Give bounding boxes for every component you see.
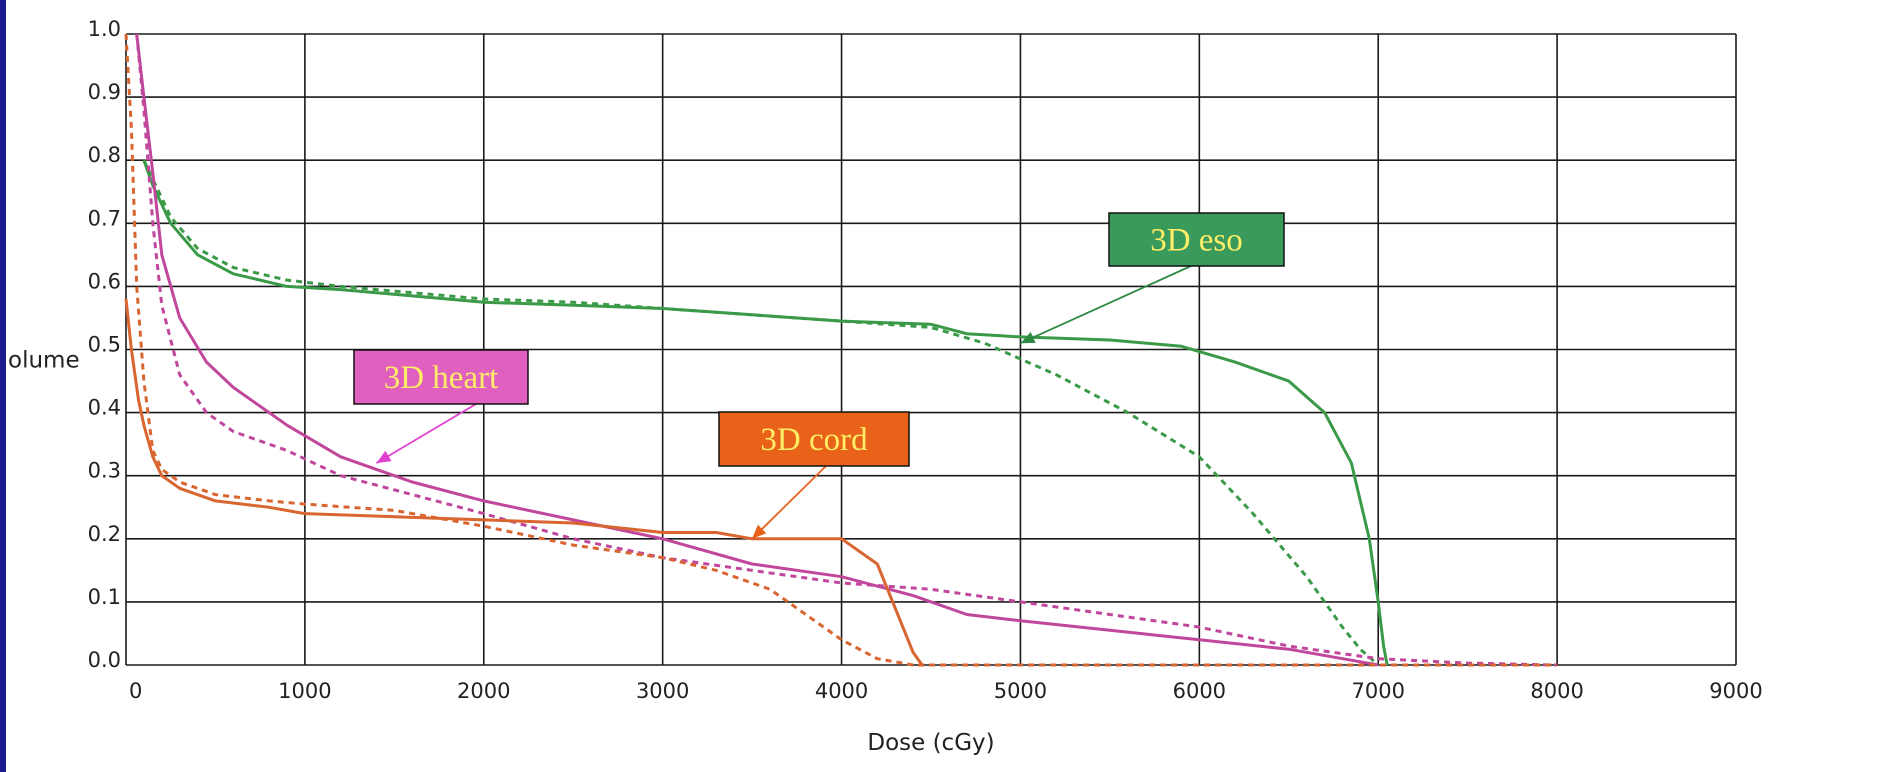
callout-cord: 3D cord — [718, 411, 910, 540]
x-tick-label: 3000 — [636, 679, 689, 703]
x-tick-label: 0 — [129, 679, 142, 703]
series-line-3 — [135, 33, 1558, 667]
callout-cord-box — [718, 411, 910, 467]
callout-arrowhead-1 — [376, 450, 392, 464]
callout-eso-arrow — [1020, 265, 1192, 345]
callout-eso-label: 3D eso — [1150, 223, 1243, 259]
chart-frame: 0 1000 2000 3000 4000 5000 6000 7000 8000 9000 0.… — [6, 0, 1900, 772]
y-tick-labels: 0.0 0.1 0.2 0.3 0.4 0.5 0.6 0.7 0.8 0.9 1.0 — [88, 17, 121, 672]
y-tick-label: 0.0 — [88, 648, 121, 672]
y-tick-label: 0.7 — [88, 206, 121, 230]
y-tick-label: 0.8 — [88, 143, 121, 167]
x-tick-label: 1000 — [278, 679, 331, 703]
y-tick-label: 0.4 — [88, 396, 121, 420]
callout-heart: 3D heart — [353, 349, 529, 464]
series-line-5 — [124, 33, 1558, 667]
callout-cord-label: 3D cord — [760, 422, 868, 458]
x-tick-label: 2000 — [457, 679, 510, 703]
y-tick-label: 0.6 — [88, 269, 121, 293]
callout-heart-label: 3D heart — [384, 360, 499, 396]
x-tick-label: 7000 — [1351, 679, 1404, 703]
callout-arrowhead-0 — [1020, 332, 1036, 344]
series-line-4 — [124, 298, 924, 666]
y-tick-label: 0.2 — [88, 522, 121, 546]
x-tick-label: 8000 — [1530, 679, 1583, 703]
x-tick-labels: 0 1000 2000 3000 4000 5000 6000 7000 8000 9000 — [129, 679, 1763, 703]
series-line-0 — [142, 159, 1389, 666]
x-axis-label: Dose (cGy) — [867, 730, 994, 756]
callout-cord-arrow — [751, 465, 827, 540]
y-tick-label: 0.3 — [88, 459, 121, 483]
y-axis-label: olume — [8, 348, 80, 374]
series-line-2 — [135, 33, 1379, 667]
x-tick-label: 9000 — [1709, 679, 1762, 703]
grid — [125, 33, 1737, 666]
callout-heart-arrow — [375, 403, 477, 464]
y-tick-label: 0.9 — [88, 80, 121, 104]
callouts: 3D eso 3D heart 3D cord — [353, 212, 1285, 540]
x-tick-label: 4000 — [815, 679, 868, 703]
y-tick-label: 0.5 — [88, 333, 121, 357]
series-lines — [124, 33, 1558, 667]
callout-eso-box — [1108, 212, 1285, 267]
callout-heart-box — [353, 349, 529, 405]
callout-arrowhead-2 — [752, 524, 767, 539]
y-tick-label: 1.0 — [88, 17, 121, 41]
dose-volume-chart: 0 1000 2000 3000 4000 5000 6000 7000 8000 9000 0.… — [8, 17, 1763, 756]
y-tick-label: 0.1 — [88, 585, 121, 609]
x-tick-label: 5000 — [994, 679, 1047, 703]
x-tick-label: 6000 — [1173, 679, 1226, 703]
callout-eso: 3D eso — [1020, 212, 1285, 345]
